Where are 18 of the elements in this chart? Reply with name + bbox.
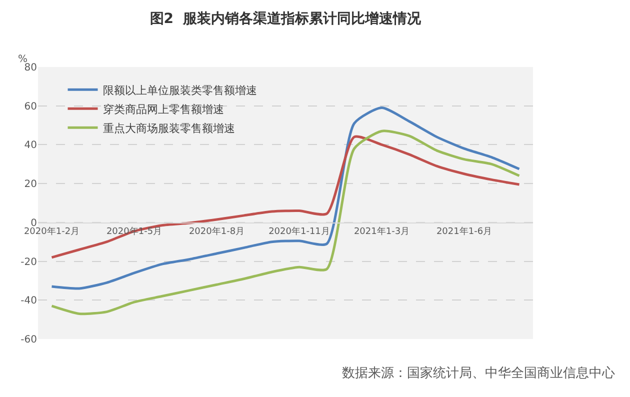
y-tick-label: 80 (24, 62, 37, 74)
chart-title: 图2 服装内销各渠道指标累计同比增速情况 (150, 10, 422, 27)
x-tick-label: 2020年1-8月 (188, 226, 245, 238)
legend-label: 穿类商品网上零售额增速 (102, 102, 224, 116)
y-tick-label: 60 (24, 101, 37, 112)
x-tick-label: 2021年1-6月 (436, 226, 492, 238)
y-tick-label: -40 (20, 296, 37, 307)
y-tick-label: 20 (24, 179, 37, 190)
legend-label: 重点大商场服装零售额增速 (102, 122, 235, 135)
y-tick-label: 0 (30, 218, 37, 229)
y-tick-label: -60 (20, 334, 37, 346)
x-tick-label: 2020年1-11月 (268, 226, 330, 238)
x-tick-label: 2021年1-3月 (354, 226, 410, 238)
y-tick-label: -20 (20, 256, 37, 268)
legend-label: 限额以上单位服装类零售额增速 (102, 84, 257, 97)
y-tick-label: 40 (24, 140, 37, 152)
x-tick-label: 2020年1-2月 (24, 226, 80, 238)
source-note: 数据来源：国家统计局、中华全国商业信息中心 (342, 365, 615, 381)
